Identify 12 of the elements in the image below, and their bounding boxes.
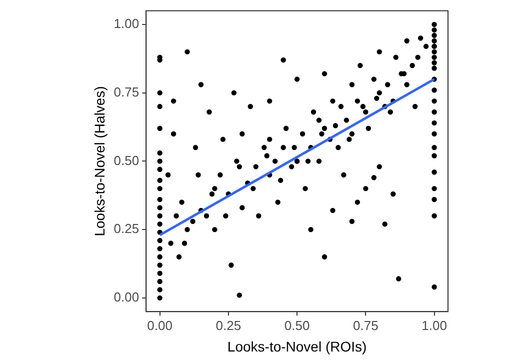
x-tick-label: 0.25 xyxy=(216,318,242,333)
x-tick-label: 1.00 xyxy=(422,318,447,333)
x-tick-label: 0.00 xyxy=(147,318,172,333)
y-axis-title: Looks-to-Novel (Halves) xyxy=(91,86,108,236)
y-tick-label: 0.75 xyxy=(114,84,140,100)
x-tick-label: 0.75 xyxy=(353,318,378,333)
y-tick-label: 1.00 xyxy=(114,16,140,32)
y-tick-label: 0.25 xyxy=(114,221,140,236)
x-tick-label: 0.50 xyxy=(284,318,310,333)
y-tick-label: 0.50 xyxy=(114,152,140,168)
y-tick-label: 0.00 xyxy=(114,290,140,305)
x-axis-title: Looks-to-Novel (ROIs) xyxy=(227,338,367,354)
